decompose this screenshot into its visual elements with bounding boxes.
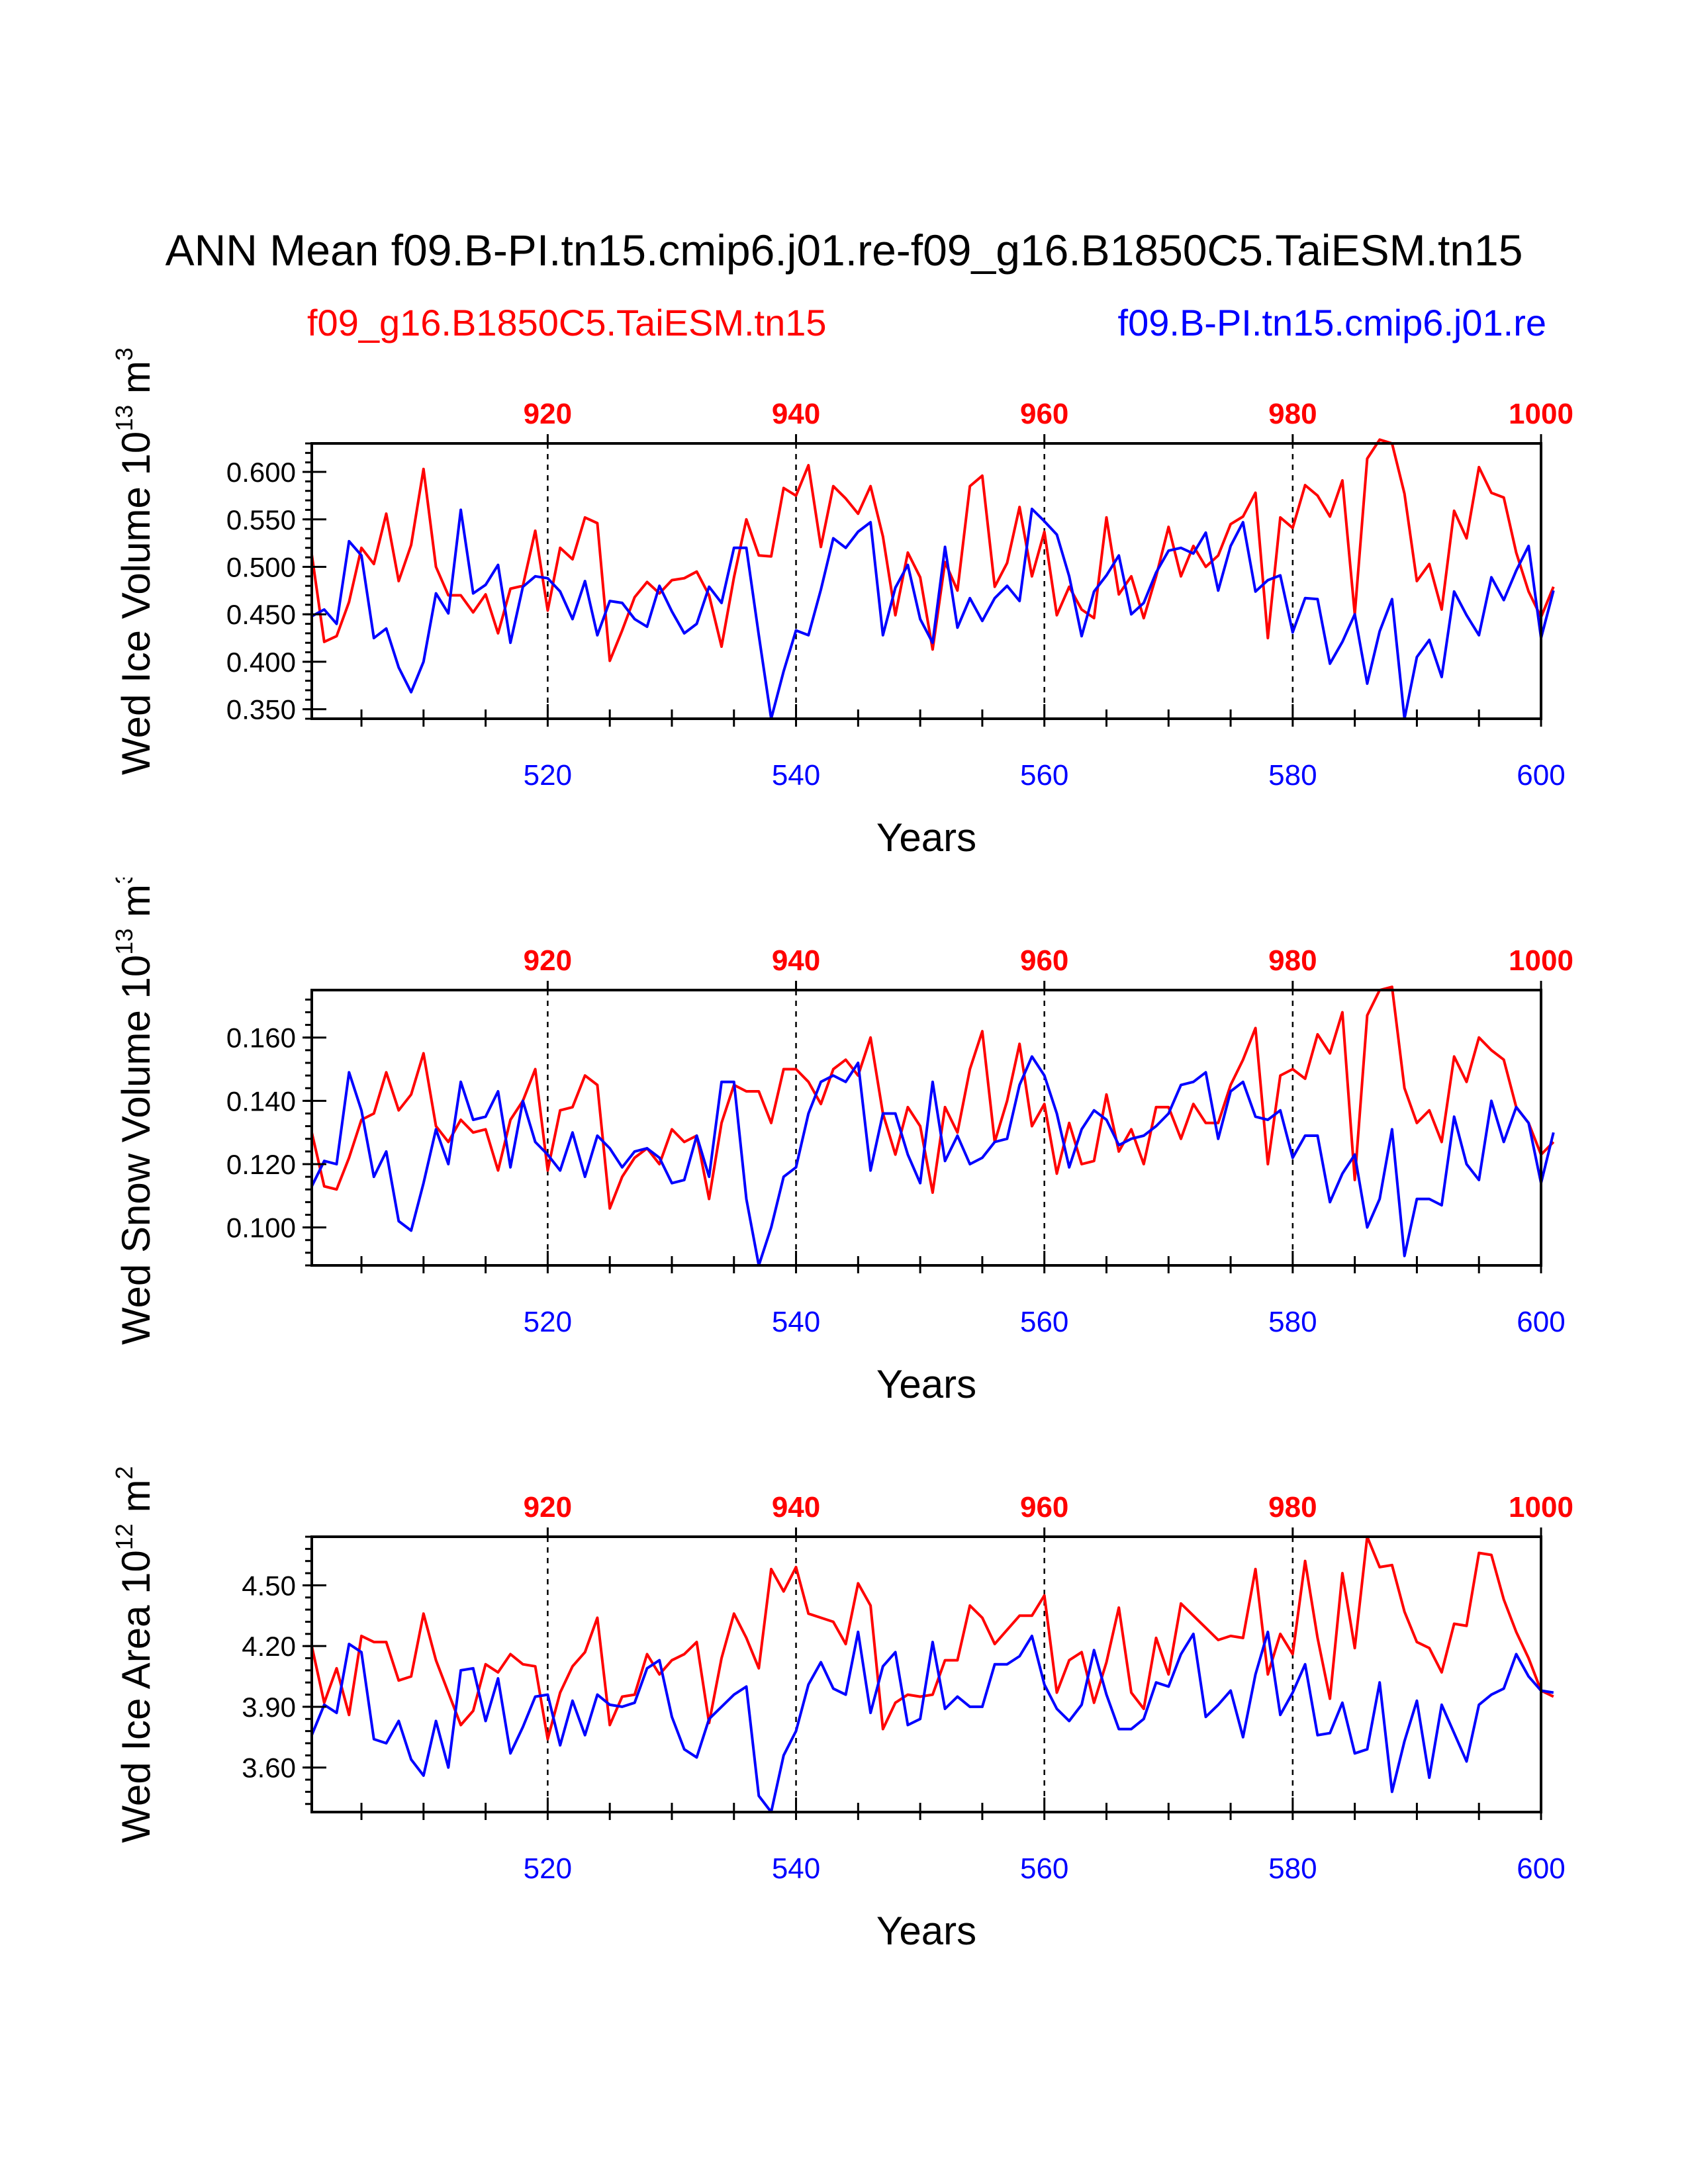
plot-frame bbox=[310, 1535, 1542, 1813]
y-tick-label: 0.100 bbox=[226, 1212, 296, 1244]
series-red-line bbox=[310, 985, 1555, 1210]
x-top-tick-label: 1000 bbox=[1509, 944, 1573, 977]
ice-volume-chart: 0.350 0.400 0.450 0.500 0.550 0.600 520 540 560 5… bbox=[111, 347, 1573, 860]
y-tick-label: 0.120 bbox=[226, 1149, 296, 1180]
series-red-line bbox=[310, 1535, 1554, 1741]
x-bottom-tick-label: 540 bbox=[772, 759, 820, 792]
x-top-tick-label: 980 bbox=[1268, 398, 1317, 430]
x-axis-title: Years bbox=[876, 1909, 976, 1953]
x-bottom-tick-label: 580 bbox=[1268, 759, 1317, 792]
y-tick-label: 0.450 bbox=[226, 599, 296, 630]
series-blue-line bbox=[310, 1055, 1555, 1267]
y-tick-label: 0.600 bbox=[226, 457, 296, 488]
x-top-tick-label: 940 bbox=[772, 944, 820, 977]
x-top-tick-label: 920 bbox=[524, 1491, 572, 1524]
x-bottom-tick-label: 600 bbox=[1517, 1306, 1565, 1338]
y-tick-label: 0.350 bbox=[226, 694, 296, 725]
snow-volume-chart: 0.100 0.120 0.140 0.160 520 540 560 580 600 920 94… bbox=[111, 878, 1573, 1406]
x-bottom-tick-label: 560 bbox=[1020, 1306, 1068, 1338]
y-tick-label: 0.140 bbox=[226, 1085, 296, 1116]
y-tick-label: 4.50 bbox=[242, 1570, 296, 1601]
legend-red-series: f09_g16.B1850C5.TaiESM.tn15 bbox=[307, 302, 827, 343]
x-top-tick-label: 980 bbox=[1268, 944, 1317, 977]
x-axis-title: Years bbox=[876, 815, 976, 860]
series-blue-line bbox=[311, 508, 1555, 720]
x-top-tick-label: 960 bbox=[1020, 944, 1068, 977]
x-bottom-tick-label: 560 bbox=[1020, 759, 1068, 792]
x-top-tick-label: 960 bbox=[1020, 398, 1068, 430]
x-top-tick-label: 940 bbox=[772, 398, 820, 430]
y-axis-title: Wed Ice Area 1012 m2 bbox=[111, 1466, 158, 1843]
y-axis-title: Wed Ice Volume 1013 m3 bbox=[111, 347, 158, 775]
series-blue-line bbox=[310, 1630, 1554, 1813]
y-axis-title: Wed Snow Volume 1013 m3 bbox=[111, 878, 158, 1345]
x-top-tick-label: 1000 bbox=[1509, 1491, 1573, 1524]
y-tick-label: 0.550 bbox=[226, 504, 296, 535]
x-bottom-tick-label: 520 bbox=[524, 759, 572, 792]
x-top-tick-label: 980 bbox=[1268, 1491, 1317, 1524]
x-bottom-tick-label: 520 bbox=[524, 1852, 572, 1885]
x-bottom-tick-label: 560 bbox=[1020, 1852, 1068, 1885]
x-bottom-tick-label: 580 bbox=[1268, 1306, 1317, 1338]
plot-frame bbox=[310, 442, 1542, 720]
x-bottom-tick-label: 520 bbox=[524, 1306, 572, 1338]
y-tick-label: 0.500 bbox=[226, 551, 296, 582]
figure-title: ANN Mean f09.B-PI.tn15.cmip6.j01.re-f09_… bbox=[165, 226, 1523, 275]
x-top-tick-label: 960 bbox=[1020, 1491, 1068, 1524]
x-axis-title: Years bbox=[876, 1362, 976, 1406]
y-tick-label: 4.20 bbox=[242, 1631, 296, 1662]
x-bottom-tick-label: 540 bbox=[772, 1306, 820, 1338]
y-tick-label: 0.400 bbox=[226, 647, 296, 678]
x-top-tick-label: 920 bbox=[524, 944, 572, 977]
ice-area-chart: 3.60 3.90 4.20 4.50 520 540 560 580 600 920 940 960… bbox=[111, 1466, 1573, 1953]
legend-blue-series: f09.B-PI.tn15.cmip6.j01.re bbox=[1117, 302, 1546, 343]
x-bottom-tick-label: 600 bbox=[1517, 1852, 1565, 1885]
y-tick-label: 3.90 bbox=[242, 1692, 296, 1723]
x-bottom-tick-label: 600 bbox=[1517, 759, 1565, 792]
y-tick-label: 0.160 bbox=[226, 1023, 296, 1054]
x-top-tick-label: 1000 bbox=[1509, 398, 1573, 430]
x-top-tick-label: 940 bbox=[772, 1491, 820, 1524]
series-red-line bbox=[310, 438, 1555, 662]
x-bottom-tick-label: 540 bbox=[772, 1852, 820, 1885]
plot-frame bbox=[310, 989, 1542, 1267]
y-tick-label: 3.60 bbox=[242, 1752, 296, 1784]
x-top-tick-label: 920 bbox=[524, 398, 572, 430]
x-bottom-tick-label: 580 bbox=[1268, 1852, 1317, 1885]
